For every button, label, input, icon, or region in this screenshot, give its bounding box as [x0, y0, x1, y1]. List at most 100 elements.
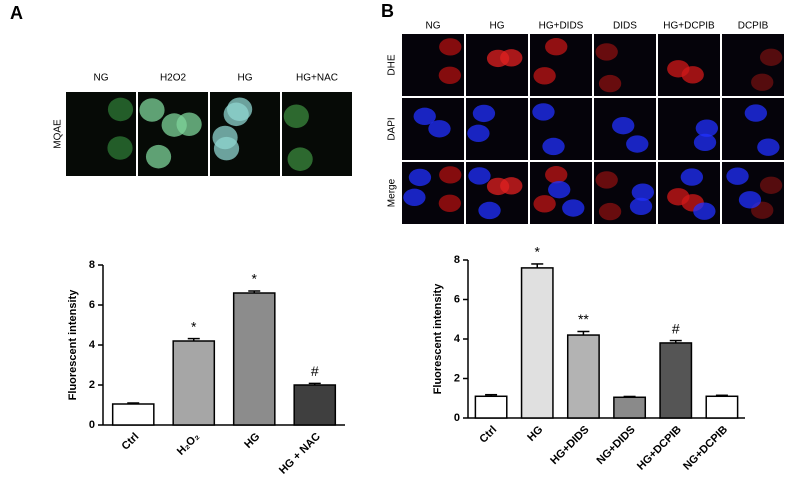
bar: [659, 342, 693, 419]
x-tick-label: H₂O₂: [175, 431, 202, 458]
y-tick-label: 8: [454, 254, 460, 266]
image-column-label: HG+DIDS: [539, 21, 584, 32]
image-column-label: DCPIB: [738, 21, 769, 32]
cell: [751, 73, 774, 91]
x-tick-label: HG+DIDS: [548, 424, 591, 467]
y-tick-label: 4: [89, 339, 96, 351]
cell: [681, 66, 704, 84]
cell: [757, 138, 780, 156]
panel-label: B: [381, 1, 394, 21]
cell: [726, 167, 749, 185]
image-column-label: HG+NAC: [296, 73, 338, 84]
y-axis-title: Fluorescent intensity: [432, 283, 444, 395]
cell: [744, 104, 768, 122]
image-row-label: MQAE: [53, 119, 64, 149]
x-tick-label: HG+DCPIB: [635, 424, 684, 473]
cell: [287, 147, 313, 171]
cell: [439, 38, 462, 56]
y-axis-title: Fluorescent intensity: [67, 289, 79, 401]
cell: [598, 74, 622, 93]
annotation: *: [252, 271, 258, 287]
cell: [693, 133, 717, 152]
cell: [595, 43, 618, 61]
bar: [232, 292, 276, 426]
cell: [486, 49, 510, 68]
bar: [111, 403, 155, 426]
cell: [107, 97, 134, 122]
bar: [172, 340, 216, 426]
cell: [212, 125, 238, 150]
cell: [478, 201, 501, 220]
y-tick-label: 2: [454, 372, 460, 384]
annotation: #: [672, 320, 680, 336]
cell: [612, 116, 635, 135]
y-tick-label: 2: [89, 379, 95, 391]
cell: [223, 102, 249, 127]
cell: [759, 48, 783, 66]
cell: [283, 104, 309, 129]
x-tick-label: NG+DCPIB: [681, 424, 730, 473]
cell: [161, 113, 187, 137]
cell: [532, 103, 555, 121]
cell: [598, 202, 622, 221]
cell: [545, 166, 568, 184]
cell: [438, 194, 462, 212]
image-column-label: HG: [238, 73, 253, 84]
cell: [545, 38, 568, 56]
bar: [613, 396, 647, 419]
x-tick-label: NG+DIDS: [594, 424, 637, 467]
cell: [562, 199, 585, 217]
annotation: #: [311, 363, 319, 379]
image-row-label: Merge: [387, 178, 398, 207]
cell: [107, 136, 133, 160]
cell: [468, 167, 491, 185]
annotation: **: [578, 311, 589, 327]
y-tick-label: 8: [89, 259, 95, 271]
cell: [693, 202, 716, 220]
image-column-label: DIDS: [613, 21, 637, 32]
y-tick-label: 4: [454, 333, 461, 345]
cell: [472, 104, 496, 123]
cell: [738, 191, 762, 209]
cell: [139, 98, 165, 122]
image-column-label: H2O2: [160, 73, 187, 84]
cell: [542, 137, 565, 156]
cell: [408, 168, 432, 187]
y-tick-label: 0: [454, 412, 460, 424]
image-column-label: NG: [426, 21, 441, 32]
image-column-label: NG: [94, 73, 109, 84]
x-tick-label: Ctrl: [120, 431, 142, 453]
x-tick-label: HG + NAC: [277, 431, 323, 477]
bar: [566, 334, 600, 419]
panel-label: A: [10, 3, 23, 23]
micrograph: [658, 34, 720, 96]
cell: [439, 166, 462, 184]
annotation: *: [535, 244, 541, 260]
image-row-label: DHE: [387, 54, 398, 75]
bar: [293, 384, 337, 426]
cell: [438, 66, 462, 84]
cell: [533, 67, 556, 85]
cell: [428, 120, 451, 138]
bar: [705, 395, 739, 419]
image-column-label: HG: [490, 21, 505, 32]
cell: [467, 124, 490, 143]
cell: [413, 107, 436, 126]
cell: [145, 144, 172, 169]
cell: [595, 171, 618, 189]
y-tick-label: 6: [454, 293, 460, 305]
cell: [403, 188, 426, 207]
y-tick-label: 6: [89, 299, 95, 311]
cell: [626, 135, 649, 153]
cell: [759, 176, 783, 194]
x-tick-label: HG: [525, 424, 545, 444]
image-row-label: DAPI: [387, 117, 398, 140]
cell: [548, 180, 571, 199]
cell: [629, 197, 653, 216]
cell: [695, 119, 719, 137]
bar: [474, 395, 508, 419]
image-column-label: HG+DCPIB: [663, 21, 715, 32]
x-tick-label: Ctrl: [477, 424, 499, 446]
cell: [680, 168, 704, 186]
